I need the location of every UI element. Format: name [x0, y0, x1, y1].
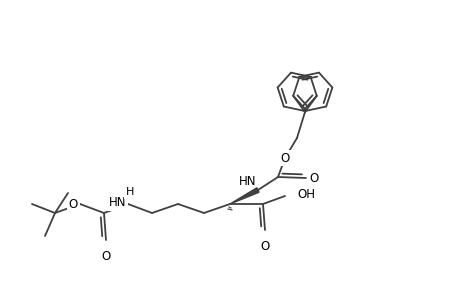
Text: O: O: [101, 250, 110, 263]
Text: OH: OH: [297, 188, 314, 200]
Text: HN: HN: [108, 196, 126, 209]
Text: O: O: [68, 199, 78, 212]
Text: H: H: [126, 187, 134, 197]
Text: O: O: [260, 240, 269, 253]
Text: O: O: [280, 152, 289, 164]
Polygon shape: [230, 188, 258, 204]
Text: O: O: [309, 172, 318, 184]
Text: HN: HN: [238, 175, 256, 188]
